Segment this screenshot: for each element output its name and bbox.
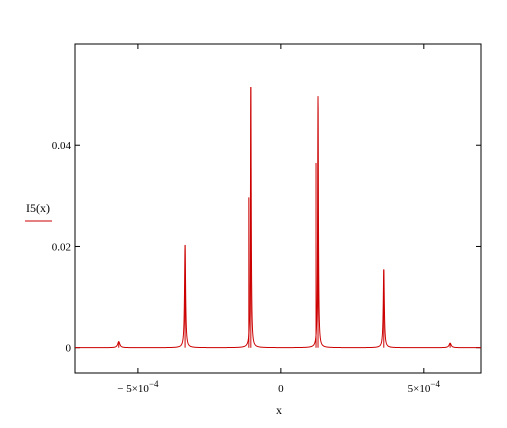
x-tick-mantissa: − 5×10: [117, 383, 149, 395]
x-tick-exponent: −4: [149, 379, 159, 389]
y-tick-label: 0: [66, 343, 72, 355]
legend-label: I5(x): [26, 201, 50, 215]
series-layer: [75, 87, 481, 349]
x-tick-mantissa: 0: [278, 383, 284, 395]
x-tick-exponent: −4: [430, 379, 440, 389]
x-tick-labels: − 5×10−4 0 5×10−4: [117, 379, 440, 395]
tick-marks: [75, 44, 481, 373]
x-tick-label: 5×10−4: [408, 379, 441, 395]
legend: I5(x): [25, 201, 52, 222]
x-tick-label: − 5×10−4: [117, 379, 159, 395]
y-tick-labels: 0 0.02 0.04: [52, 140, 72, 354]
y-tick-label: 0.04: [52, 140, 72, 152]
plot-frame: [74, 43, 482, 374]
x-tick-mantissa: 5×10: [408, 383, 431, 395]
series-line: [75, 87, 481, 349]
y-tick-label: 0.02: [52, 241, 71, 253]
x-tick-label: 0: [278, 383, 284, 395]
x-axis-title: x: [276, 403, 282, 417]
